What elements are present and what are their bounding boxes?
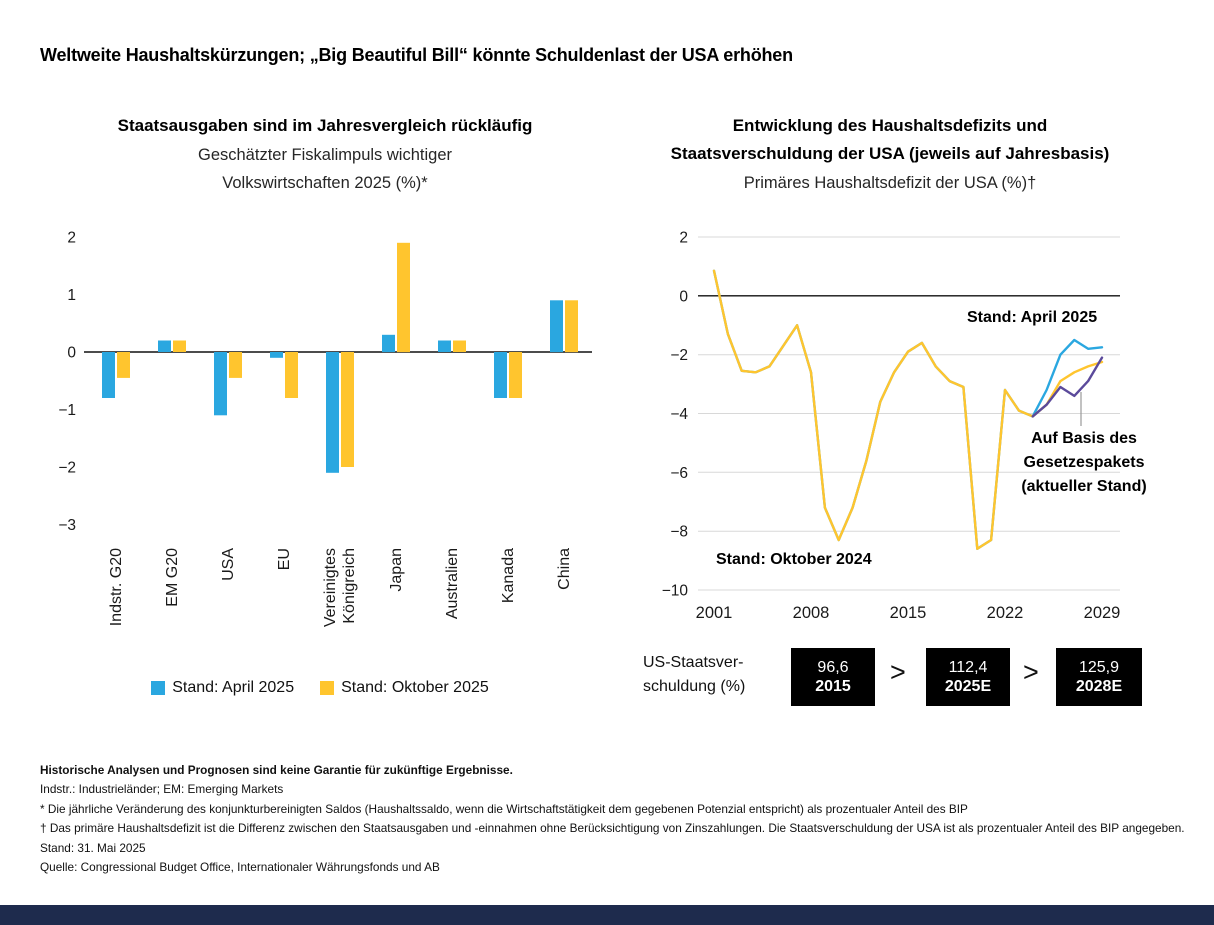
annotation-stand-oktober-2024: Stand: Oktober 2024 [716, 551, 872, 568]
debt-box-2028e: 125,9 2028E [1056, 648, 1142, 706]
annotation-gesetzespaket-line1: Auf Basis des [1031, 430, 1137, 447]
bar-category-label: Japan [387, 548, 405, 592]
footnotes: Historische Analysen und Prognosen sind … [40, 761, 1206, 877]
page-title: Weltweite Haushaltskürzungen; „Big Beaut… [40, 45, 793, 65]
bar-category-label: USA [219, 548, 237, 581]
annotation-stand-april-2025: Stand: April 2025 [967, 309, 1098, 326]
fiscal-chart-subtitle-line1: Geschätzter Fiskalimpuls wichtiger [198, 146, 452, 164]
deficit-chart-title-line1: Entwicklung des Haushaltsdefizits und [732, 116, 1048, 135]
svg-text:2029: 2029 [1084, 604, 1121, 622]
legend-label: Stand: April 2025 [172, 679, 295, 696]
bar-category-label: China [555, 548, 573, 590]
svg-text:−2: −2 [670, 347, 688, 364]
annotation-gesetzespaket-line2: Gesetzespakets [1023, 454, 1145, 471]
svg-text:−4: −4 [670, 406, 688, 423]
footnote-asterisk: * Die jährliche Veränderung des konjunkt… [40, 801, 968, 816]
debt-box-2015: 96,6 2015 [791, 648, 875, 706]
bar-category-label: Indstr. G20 [107, 548, 125, 627]
debt-value: 112,4 [948, 658, 988, 676]
deficit-chart-subtitle: Primäres Haushaltsdefizit der USA (%)† [743, 174, 1037, 192]
debt-ratio-label-line2: schuldung (%) [643, 678, 746, 695]
svg-text:2008: 2008 [793, 604, 830, 622]
deficit-line-chart-plot: 2 0 −2 −4 −6 −8 −10 2001 2008 2015 2022 2029 [662, 230, 1121, 623]
legend-swatch-icon [320, 681, 335, 695]
bar-category-label: Australien [443, 548, 461, 620]
bar-category-label: EU [275, 548, 293, 571]
bar-category-label: EM G20 [163, 548, 181, 607]
fiscal-chart-subtitle-line2: Volkswirtschaften 2025 (%)* [222, 174, 428, 192]
legend-item: Stand: April 2025 [151, 679, 294, 697]
annotation-gesetzespaket-line3: (aktueller Stand) [1021, 478, 1147, 495]
svg-text:1: 1 [67, 287, 76, 304]
deficit-chart-title-line2: Staatsverschuldung der USA (jeweils auf … [670, 144, 1110, 163]
fiscal-bar-chart-plot: 2 1 0 −1 −2 −3 [58, 230, 592, 534]
footnote-abbreviations: Indstr.: Industrieländer; EM: Emerging M… [40, 782, 284, 797]
svg-text:−10: −10 [662, 583, 689, 600]
annotation-gesetzespaket: Auf Basis des Gesetzespakets (aktueller … [1003, 427, 1165, 499]
debt-value: 125,9 [1078, 658, 1120, 676]
debt-ratio-label-line1: US-Staatsver- [643, 654, 744, 671]
svg-text:2001: 2001 [696, 604, 733, 622]
debt-year: 2025E [944, 677, 992, 695]
legend-label: Stand: Oktober 2025 [341, 679, 489, 696]
bar-category-label: Vereinigtes Königreich [322, 548, 358, 628]
bar-category-label: Kanada [499, 548, 517, 604]
debt-ratio-label: US-Staatsver- schuldung (%) [643, 651, 745, 699]
svg-text:−3: −3 [58, 517, 76, 534]
svg-text:−2: −2 [58, 460, 76, 477]
svg-text:−8: −8 [670, 524, 688, 541]
svg-text:0: 0 [679, 288, 688, 305]
fiscal-chart-legend: Stand: April 2025 Stand: Oktober 2025 [40, 679, 600, 697]
legend-item: Stand: Oktober 2025 [320, 679, 489, 697]
svg-text:2022: 2022 [987, 604, 1024, 622]
debt-year: 2028E [1075, 677, 1123, 695]
debt-box-2025e: 112,4 2025E [926, 648, 1010, 706]
svg-text:2: 2 [679, 230, 688, 247]
legend-swatch-icon [151, 681, 166, 695]
svg-text:−6: −6 [670, 465, 688, 482]
debt-year: 2015 [815, 677, 851, 695]
fiscal-chart-title: Staatsausgaben sind im Jahresvergleich r… [117, 116, 533, 135]
debt-value: 96,6 [817, 658, 849, 676]
arrow-right-icon: > [890, 657, 906, 687]
footnote-source: Quelle: Congressional Budget Office, Int… [40, 860, 440, 875]
svg-text:0: 0 [67, 345, 76, 362]
footnote-dagger: † Das primäre Haushaltsdefizit ist die D… [40, 821, 1185, 836]
svg-text:−1: −1 [58, 402, 76, 419]
svg-text:2015: 2015 [890, 604, 927, 622]
footnote-disclaimer: Historische Analysen und Prognosen sind … [40, 763, 513, 777]
svg-text:2: 2 [67, 230, 76, 247]
footnote-stand-date: Stand: 31. Mai 2025 [40, 840, 146, 855]
footer-bar [0, 905, 1214, 925]
arrow-right-icon: > [1023, 657, 1039, 687]
